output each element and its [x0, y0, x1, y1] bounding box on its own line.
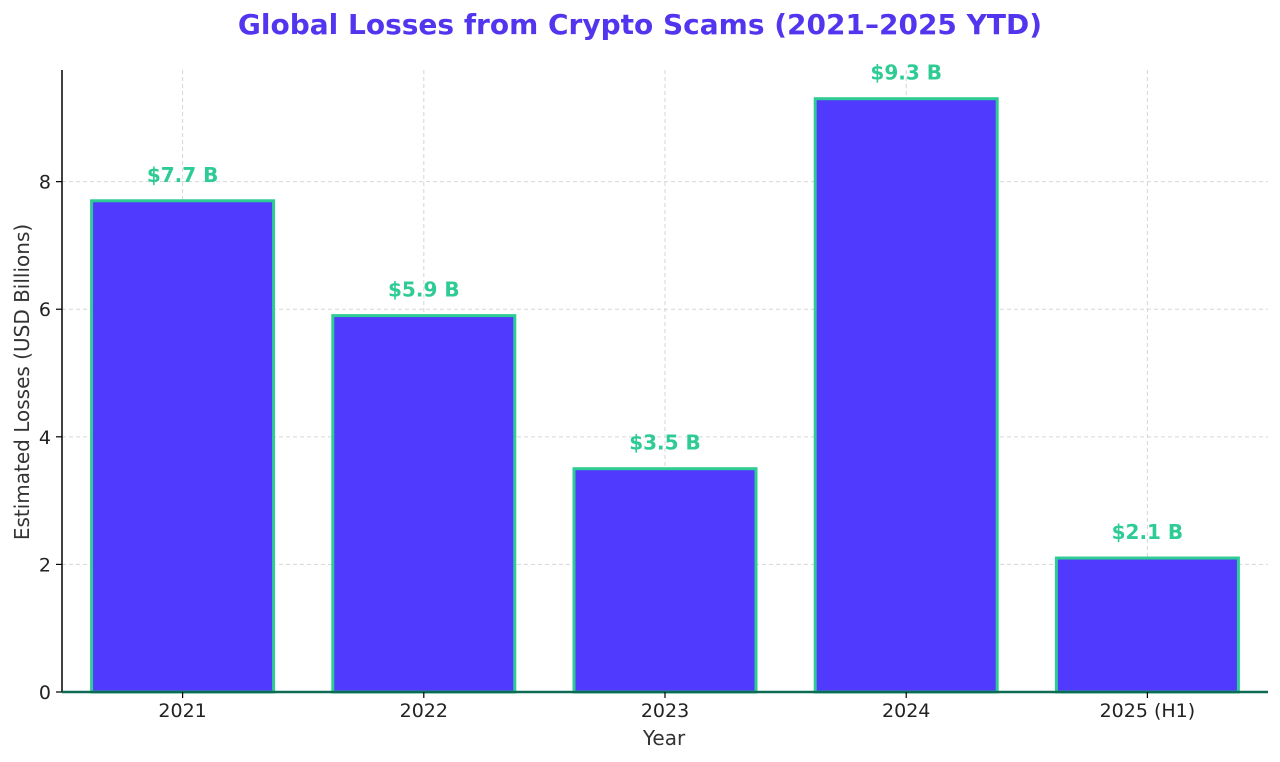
data-label: $9.3 B	[870, 61, 942, 85]
data-label: $3.5 B	[629, 431, 701, 455]
x-tick-label: 2022	[400, 700, 448, 722]
chart-title: Global Losses from Crypto Scams (2021–20…	[237, 8, 1043, 41]
data-label: $5.9 B	[388, 278, 460, 302]
bars	[90, 97, 1240, 694]
axes	[56, 70, 1268, 698]
x-tick-label: 2025 (H1)	[1100, 700, 1196, 722]
y-tick-label: 2	[39, 554, 51, 576]
bar	[1054, 556, 1240, 694]
y-tick-label: 6	[39, 299, 51, 321]
labels: 0 2 4 6 8 2021 2022 2023 2024 2025 (H1) $7.7 B $5.9…	[39, 61, 1195, 722]
y-tick-label: 0	[39, 682, 51, 704]
x-tick-label: 2024	[882, 700, 930, 722]
x-axis-label: Year	[642, 726, 686, 750]
x-tick-label: 2023	[641, 700, 689, 722]
data-label: $2.1 B	[1112, 520, 1184, 544]
bar	[813, 97, 999, 694]
bar	[331, 314, 517, 694]
y-axis-label: Estimated Losses (USD Billions)	[10, 224, 34, 540]
y-tick-label: 8	[39, 172, 51, 194]
bar	[90, 199, 276, 694]
bar	[572, 467, 758, 694]
y-tick-label: 4	[39, 427, 51, 449]
data-label: $7.7 B	[147, 163, 219, 187]
x-tick-label: 2021	[158, 700, 206, 722]
